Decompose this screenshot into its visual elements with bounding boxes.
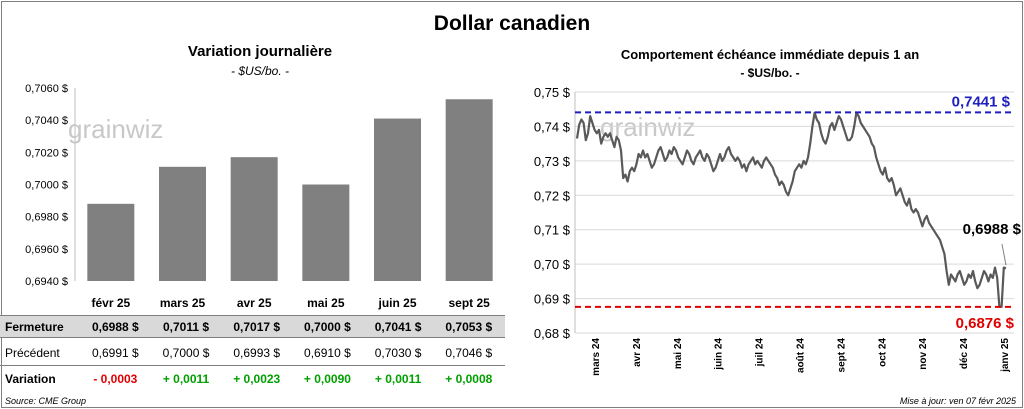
x-tick-label: août 24 (796, 338, 807, 373)
table-row-precedent: Précédent 0,6991 $ 0,7000 $ 0,6993 $ 0,6… (0, 341, 505, 364)
x-tick-label: sept 25 (448, 296, 490, 310)
y-tick-label: 0,6940 $ (25, 276, 68, 288)
bar-chart: grainwiz 0,6940 $ 0,6960 $ 0,6980 $ 0,7000 $… (25, 83, 493, 310)
table-row-fermeture: Fermeture 0,6988 $ 0,7011 $ 0,7017 $ 0,7… (0, 315, 505, 338)
table-cell: 0,7000 $ (304, 319, 351, 334)
bar (159, 166, 206, 281)
left-chart-title: Variation journalière (187, 43, 333, 60)
row-label-variation: Variation (5, 371, 56, 386)
table-cell: 0,6910 $ (304, 345, 351, 360)
y-tick-label: 0,72 $ (534, 188, 571, 203)
left-chart-subtitle: - $US/bo. - (230, 64, 290, 78)
right-chart-subtitle: - $US/bo. - (740, 66, 800, 80)
table-cell: + 0,0023 (233, 371, 281, 386)
watermark-text: grainwiz (600, 112, 695, 142)
right-chart-title: Comportement échéance immédiate depuis 1… (620, 47, 920, 62)
y-tick-label: 0,7020 $ (25, 147, 68, 159)
table-cell: 0,6991 $ (91, 345, 139, 360)
x-tick-label: sept 24 (836, 338, 847, 373)
table-cell: 0,7030 $ (374, 345, 422, 360)
y-tick-label: 0,6980 $ (25, 212, 68, 224)
last-value-leader (1001, 243, 1007, 266)
x-tick-label: oct 24 (877, 338, 888, 367)
y-tick-label: 0,74 $ (534, 119, 571, 134)
table-cell: + 0,0011 (162, 371, 210, 386)
y-tick-label: 0,75 $ (534, 85, 571, 100)
y-tick-label: 0,68 $ (534, 326, 571, 341)
y-tick-label: 0,71 $ (534, 223, 571, 238)
line-chart: grainwiz 0,68 $ 0,69 $ 0,70 $ 0,71 $ 0,72 $ 0,… (534, 85, 1022, 376)
x-tick-label: avr 24 (632, 338, 643, 367)
table-cell: 0,7041 $ (374, 319, 422, 334)
x-tick-label: déc 24 (959, 338, 970, 370)
table-cell: 0,7017 $ (233, 319, 281, 334)
bar (445, 99, 493, 281)
x-tick-label: avr 25 (237, 296, 272, 310)
x-tick-label: févr 25 (91, 296, 130, 310)
row-label-precedent: Précédent (5, 345, 60, 360)
update-note: Mise à jour: ven 07 févr 2025 (899, 396, 1016, 406)
bar (302, 184, 350, 281)
table-cell: - 0,0003 (93, 371, 138, 386)
y-tick-label: 0,70 $ (534, 257, 571, 272)
table-cell: 0,6988 $ (91, 319, 139, 334)
low-label: 0,6876 $ (956, 315, 1015, 332)
x-tick-label: mars 24 (591, 338, 602, 376)
high-label: 0,7441 $ (952, 93, 1011, 110)
table-cell: 0,7000 $ (162, 345, 210, 360)
table-cell: + 0,0090 (303, 371, 351, 386)
page-title: Dollar canadien (433, 12, 591, 35)
y-tick-label: 0,69 $ (534, 292, 571, 307)
y-tick-label: 0,73 $ (534, 154, 571, 169)
bar (374, 118, 421, 281)
x-tick-label: mai 24 (673, 338, 684, 370)
source-note: Source: CME Group (5, 396, 87, 406)
x-tick-label: janv 25 (1000, 338, 1011, 373)
table-cell: 0,7046 $ (445, 345, 493, 360)
y-tick-label: 0,7040 $ (25, 115, 68, 127)
y-tick-label: 0,6960 $ (25, 244, 68, 256)
last-value-label: 0,6988 $ (963, 221, 1022, 238)
y-tick-label: 0,7000 $ (25, 180, 68, 192)
row-label-fermeture: Fermeture (5, 319, 64, 334)
bar (230, 157, 278, 281)
series-line (575, 111, 1007, 308)
table-cell: + 0,0008 (445, 371, 493, 386)
x-tick-label: mai 25 (307, 296, 345, 310)
x-tick-label: nov 24 (918, 338, 929, 370)
watermark-text: grainwiz (68, 114, 163, 144)
y-tick-label: 0,7060 $ (25, 83, 68, 95)
table-cell: 0,7053 $ (445, 319, 493, 334)
x-tick-label: juin 25 (377, 296, 416, 310)
x-tick-label: juil 24 (755, 338, 766, 368)
table-cell: 0,7011 $ (163, 319, 210, 334)
x-tick-label: mars 25 (160, 296, 206, 310)
table-row-variation: Variation - 0,0003 + 0,0011 + 0,0023 + 0… (0, 367, 505, 390)
x-tick-label: juin 24 (714, 338, 725, 371)
bar (87, 203, 135, 281)
table-cell: + 0,0011 (374, 371, 422, 386)
table-cell: 0,6993 $ (233, 345, 281, 360)
